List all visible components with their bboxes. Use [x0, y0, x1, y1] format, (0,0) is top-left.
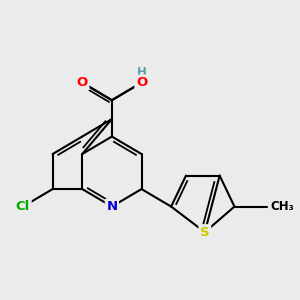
Text: N: N: [106, 200, 117, 213]
Text: O: O: [136, 76, 147, 89]
Text: CH₃: CH₃: [271, 200, 295, 213]
Text: H: H: [136, 66, 146, 79]
Text: O: O: [76, 76, 88, 89]
Text: S: S: [200, 226, 210, 239]
Text: Cl: Cl: [16, 200, 30, 213]
